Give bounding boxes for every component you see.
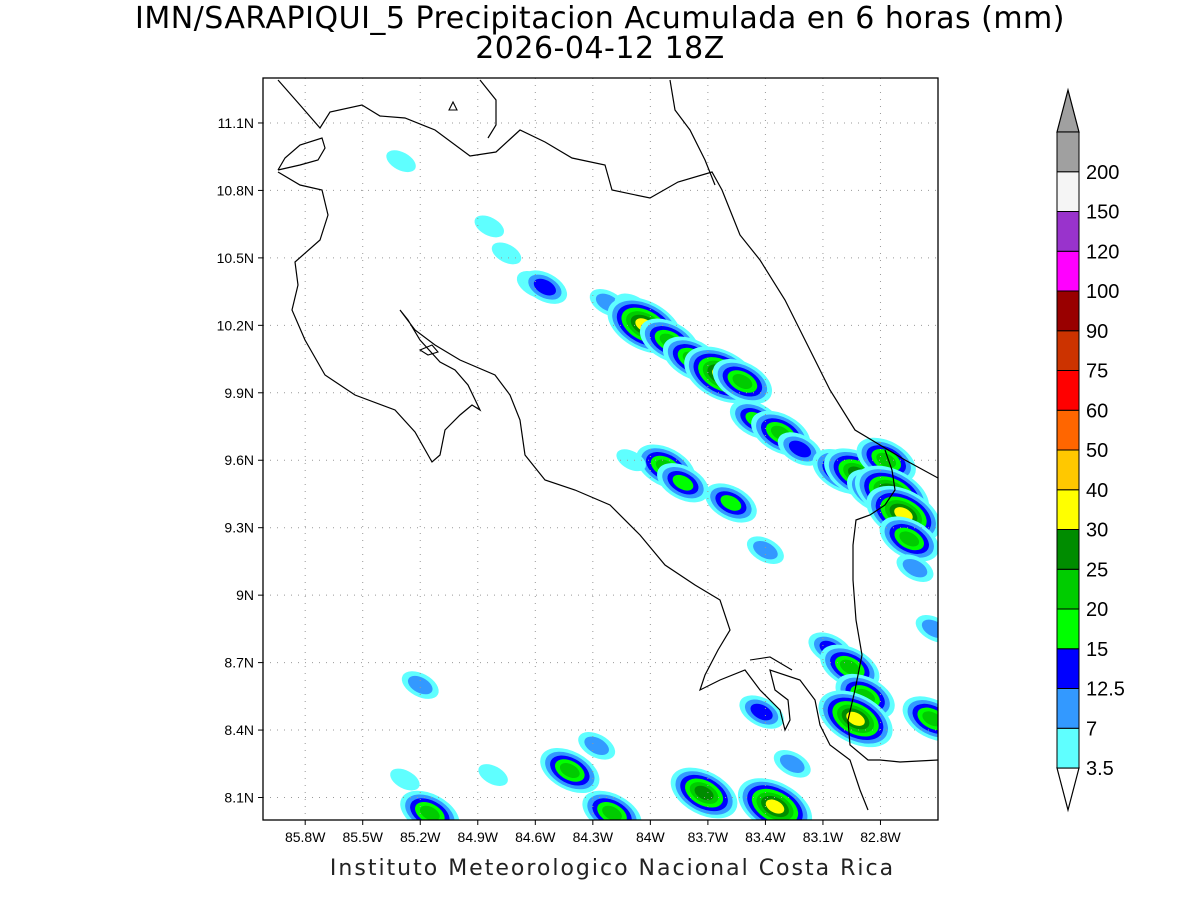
lat-tick-label: 10.8N [217,182,254,198]
lon-tick-label: 85.2W [400,829,441,845]
colorbar-label: 7 [1086,718,1097,740]
rain-cell-11-level-4 [732,374,753,390]
map-title: IMN/SARAPIQUI_5 Precipitacion Acumulada … [135,1,1065,36]
rain-cell-42-level-4 [419,805,440,820]
colorbar-label: 120 [1086,241,1119,263]
rain-cell-1-level-2 [533,278,556,296]
lon-tick-label: 84W [636,829,666,845]
colorbar-label: 150 [1086,202,1119,224]
coastline-and-borders [277,79,938,811]
rain-cell-44-level-0 [616,449,646,472]
colorbar-label: 25 [1086,559,1108,581]
lat-tick-label: 8.4N [224,722,254,738]
colorbar-swatch [1056,131,1080,173]
rain-cell-36-level-2 [750,703,773,721]
rain-cell-43-level-4 [602,805,622,820]
rain-cell-33-level-5 [694,785,714,801]
lat-tick-label: 9.6N [224,452,254,468]
rain-cell-38-level-1 [584,736,609,756]
lon-tick-label: 84.3W [573,829,614,845]
lon-tick-label: 84.9W [458,829,499,845]
rain-cell-25-level-3 [720,495,742,511]
colorbar-label: 15 [1086,639,1108,661]
rain-cell-26-level-1 [753,540,778,560]
colorbar-swatch [1056,171,1080,212]
map-subtitle-datetime: 2026-04-12 18Z [475,31,725,66]
rain-cell-3-level-0 [474,215,505,238]
colorbar-label: 100 [1086,281,1119,303]
colorbar-swatch [1056,688,1080,729]
lat-tick-label: 9.3N [224,520,254,536]
colorbar-swatch [1056,250,1080,292]
lat-tick-label: 9.9N [224,385,254,401]
colorbar-swatch [1056,529,1080,570]
rain-cell-24-level-3 [672,474,694,491]
colorbar-label: 12.5 [1086,679,1125,701]
rain-cell-34-level-6 [765,799,785,814]
lat-tick-label: 9N [236,587,254,603]
rain-cell-29-level-4 [839,659,860,675]
rain-cell-14-level-2 [788,440,812,458]
lat-tick-label: 8.1N [224,790,254,806]
precipitation-contours [386,150,938,820]
colorbar-swatch [1056,727,1080,769]
rain-cell-41-level-0 [478,764,508,786]
lon-tick-label: 84.6W [515,829,556,845]
colorbar-swatch [1056,648,1080,689]
colorbar-swatch [1056,211,1080,252]
colorbar-label: 75 [1086,361,1108,383]
colorbar-label: 20 [1086,599,1108,621]
lon-tick-label: 83.7W [688,829,729,845]
rain-cell-39-level-1 [407,675,433,695]
colorbar-swatch [1056,608,1080,650]
footer-credit: Instituto Meteorologico Nacional Costa R… [329,856,896,881]
colorbar-swatch [1056,330,1080,371]
rain-cell-32-level-4 [922,711,938,727]
lat-tick-label: 10.5N [217,250,254,266]
lat-tick-label: 10.2N [217,317,254,333]
plot-frame [262,77,939,821]
colorbar-label: 60 [1086,400,1108,422]
lat-tick-label: 11.1N [218,115,254,131]
rain-cell-40-level-0 [390,768,420,791]
lat-tick-label: 8.7N [224,655,254,671]
colorbar-swatch [1056,449,1080,491]
colorbar-label: 3.5 [1086,758,1114,780]
colorbar-label: 90 [1086,321,1108,343]
rain-cell-27-level-1 [921,619,938,639]
colorbar-under-arrow [1056,767,1080,813]
rain-cell-21-level-4 [899,531,920,547]
colorbar-swatch [1056,409,1080,451]
colorbar-swatch [1056,370,1080,411]
colorbar-legend: 3.5 7 12.5 15 20 25 30 40 50 60 75 90 100 120 150 200 [1056,87,1125,813]
rain-cell-2-level-0 [491,242,522,265]
rain-cell-22-level-1 [902,558,928,578]
rain-cell-35-level-1 [779,754,805,774]
lat-lon-gridlines [263,78,938,820]
lon-tick-label: 85.8W [285,829,326,845]
rain-cell-37-level-4 [559,763,580,779]
colorbar-swatch [1056,568,1080,610]
colorbar-label: 30 [1086,520,1108,542]
colorbar-swatch [1056,290,1080,332]
lon-tick-label: 83.1W [803,829,844,845]
colorbar-label: 50 [1086,440,1108,462]
colorbar-label: 200 [1086,162,1119,184]
colorbar-swatch [1056,489,1080,530]
lon-tick-label: 85.5W [342,829,383,845]
colorbar-over-arrow [1056,87,1080,133]
axis-ticks: 85.8W 85.5W 85.2W 84.9W 84.6W 84.3W 84W 83.7W 83… [217,115,902,845]
lon-tick-label: 83.4W [745,829,786,845]
rain-cell-31-level-6 [846,711,865,726]
rain-cell-4-level-0 [386,150,416,173]
lon-tick-label: 82.8W [860,829,901,845]
colorbar-label: 40 [1086,480,1108,502]
